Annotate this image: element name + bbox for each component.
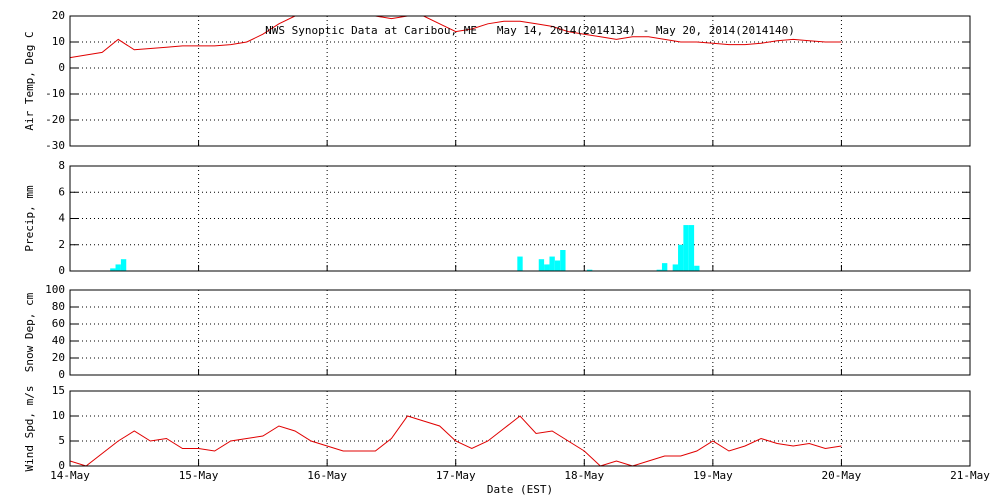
y-tick-label: 2 — [58, 238, 65, 251]
bar — [517, 256, 523, 271]
bar — [544, 264, 550, 271]
x-tick-label: 18-May — [564, 469, 604, 482]
y-tick-label: 0 — [58, 61, 65, 74]
x-tick-label: 16-May — [307, 469, 347, 482]
bar — [656, 269, 662, 271]
bar — [683, 225, 689, 271]
plot — [110, 225, 700, 271]
y-tick-label: 40 — [52, 334, 65, 347]
y-tick-label: -10 — [45, 87, 65, 100]
panel: 0 2 4 6 8 Precip, mm — [23, 159, 971, 277]
line — [70, 415, 842, 466]
x-tick-label: 19-May — [693, 469, 733, 482]
y-tick-label: 0 — [58, 264, 65, 277]
plot — [70, 415, 842, 466]
bar — [560, 250, 566, 271]
bar — [672, 264, 679, 271]
panel: 0 5 10 15 14-May 15-May 16-May 17-May 18-May 19-M… — [23, 384, 990, 496]
y-tick-label: 0 — [58, 368, 65, 381]
frame — [69, 15, 971, 147]
y-axis-label: Wind Spd, m/s — [23, 385, 36, 471]
frame — [69, 165, 971, 272]
y-tick-label: 0 — [58, 459, 65, 472]
line — [70, 16, 842, 59]
x-tick-label: 17-May — [436, 469, 476, 482]
frame — [69, 289, 971, 376]
chart-title: NWS Synoptic Data at Caribou, ME May 14,… — [265, 24, 795, 37]
y-tick-label: 4 — [58, 212, 65, 225]
panel: 0 20 40 60 80 100 Snow Dep, cm — [23, 283, 971, 381]
y-tick-label: 100 — [45, 283, 65, 296]
bar — [688, 225, 695, 271]
y-tick-label: 10 — [52, 35, 65, 48]
y-tick-label: 80 — [52, 300, 65, 313]
bar — [661, 263, 668, 271]
bar — [538, 259, 545, 271]
x-axis-label: Date (EST) — [487, 483, 553, 496]
x-tick-label: 21-May — [950, 469, 990, 482]
bar — [115, 264, 121, 271]
y-axis-label: Air Temp, Deg C — [23, 31, 36, 130]
x-tick-label: 20-May — [822, 469, 862, 482]
panel: -30 -20 -10 0 10 20 Air Temp, Deg C NWS Synopti… — [23, 9, 971, 152]
y-tick-label: 15 — [52, 384, 65, 397]
y-tick-label: 5 — [58, 434, 65, 447]
bar — [586, 269, 593, 271]
y-axis-label: Precip, mm — [23, 185, 36, 252]
y-tick-label: -30 — [45, 139, 65, 152]
y-tick-label: 6 — [58, 185, 65, 198]
bar — [549, 256, 555, 271]
y-axis-label: Snow Dep, cm — [23, 292, 36, 372]
x-tick-label: 15-May — [179, 469, 219, 482]
bar — [110, 268, 116, 271]
bar — [120, 259, 127, 271]
x-tick-label: 14-May — [50, 469, 90, 482]
bar — [554, 260, 561, 271]
y-tick-label: 20 — [52, 9, 65, 22]
y-tick-label: -20 — [45, 113, 65, 126]
y-tick-label: 20 — [52, 351, 65, 364]
y-tick-label: 60 — [52, 317, 65, 330]
bar — [678, 244, 684, 271]
plot — [70, 16, 842, 59]
frame — [69, 390, 971, 467]
y-tick-label: 10 — [52, 409, 65, 422]
y-tick-label: 8 — [58, 159, 65, 172]
bar — [694, 265, 700, 271]
